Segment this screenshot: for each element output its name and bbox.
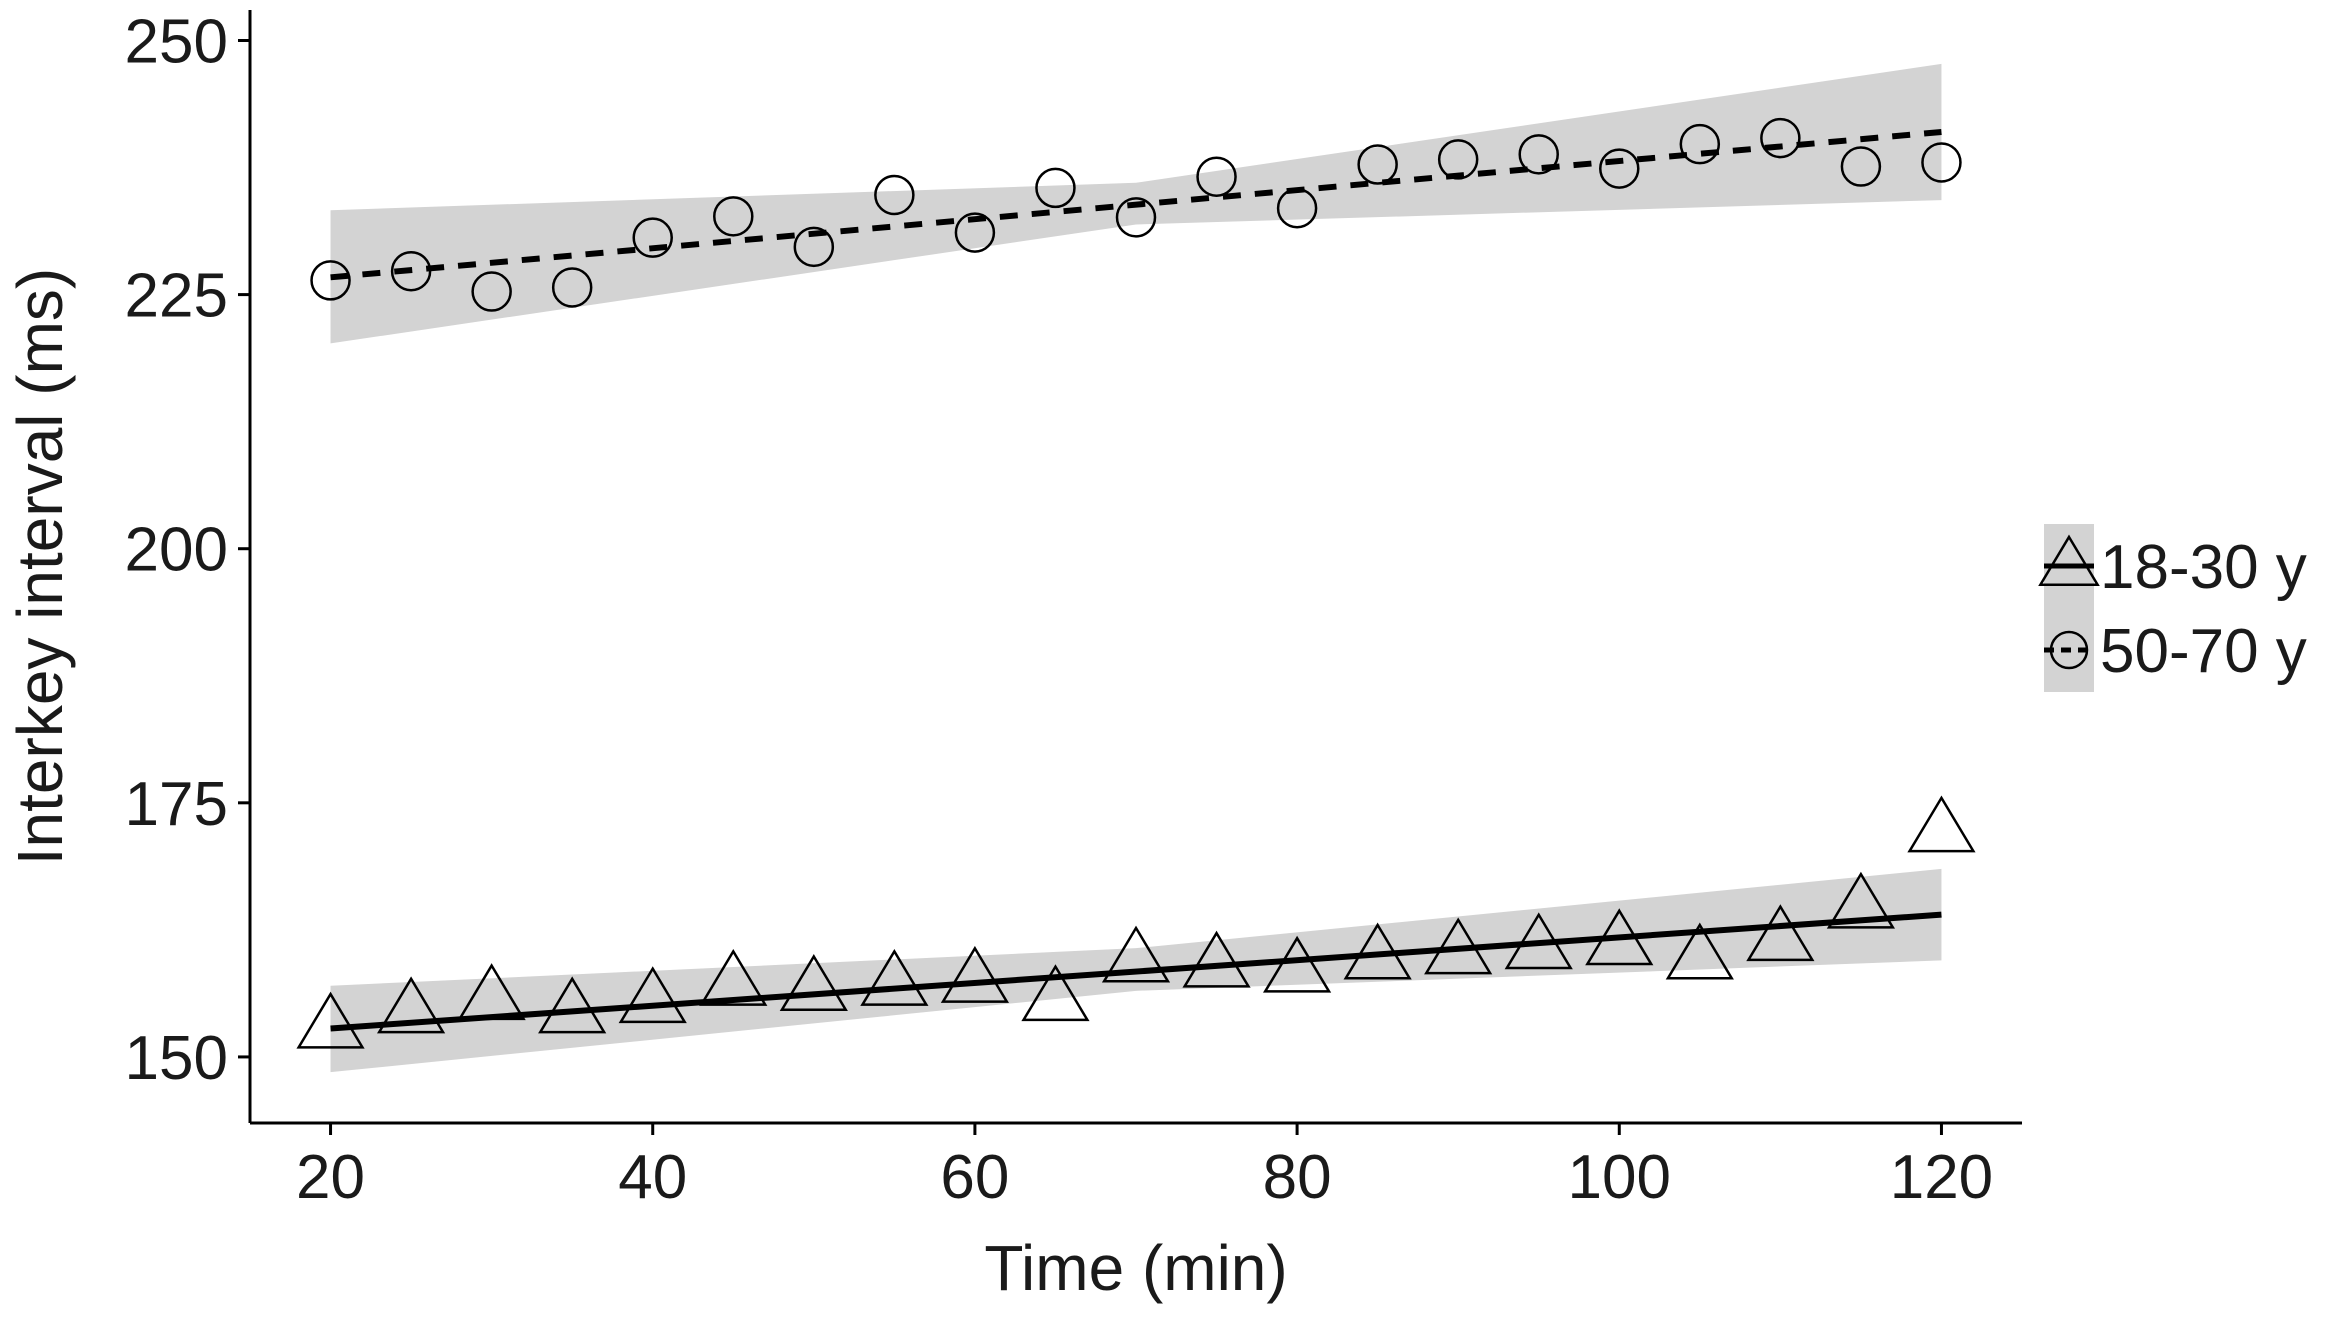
y-tick-label: 200 [125,516,228,585]
x-tick-label: 60 [940,1143,1009,1212]
point-series-2 [1035,167,1076,209]
fit-line-series-2 [330,128,1942,281]
point-series-2 [1196,156,1237,197]
legend-label: 50-70 y [2100,617,2307,686]
point-series-1 [779,954,848,1011]
point-series-2 [471,271,512,312]
point-series-1 [1343,922,1412,980]
legend: 18-30 y 50-70 y [2038,524,2307,692]
point-series-1 [538,976,607,1034]
point-series-1 [1262,935,1332,993]
point-series-2 [1679,123,1721,165]
y-tick-label: 225 [125,262,228,331]
axes: 150 175 200 225 250 20 40 60 80 100 120 [125,7,2022,1212]
point-series-2 [1760,117,1801,159]
point-series-2 [1437,139,1479,180]
point-series-1 [1665,922,1734,980]
point-series-2 [1276,187,1318,229]
x-tick-label: 40 [618,1143,687,1212]
point-series-1 [1424,917,1493,975]
x-tick-label: 120 [1890,1143,1993,1212]
point-series-1 [860,948,929,1006]
point-series-1 [1585,908,1654,966]
point-series-1 [296,991,365,1049]
data-points [296,117,1976,1049]
point-series-2 [310,260,351,301]
point-series-1 [1504,912,1573,970]
point-series-2 [793,226,835,268]
legend-label: 18-30 y [2100,533,2307,602]
confidence-ribbons [330,63,1942,1073]
point-series-1 [1101,925,1171,983]
y-axis-title: Interkey interval (ms) [4,268,76,865]
x-axis-title: Time (min) [984,1232,1287,1304]
point-series-1 [1182,930,1251,988]
point-series-2 [1357,144,1398,185]
point-series-2 [551,267,593,308]
point-series-1 [940,945,1010,1003]
point-series-1 [1907,795,1976,853]
y-tick-label: 150 [125,1024,228,1093]
regression-lines [330,128,1942,1032]
point-series-2 [1599,148,1640,189]
point-series-2 [954,212,996,253]
point-series-1 [1826,871,1896,929]
point-series-2 [713,196,754,237]
point-series-1 [1021,964,1090,1022]
point-series-2 [1921,142,1962,183]
point-series-2 [874,174,915,216]
point-series-1 [376,976,446,1034]
x-tick-label: 100 [1568,1143,1671,1212]
point-series-1 [699,948,768,1006]
fit-line-series-1 [330,911,1942,1032]
x-tick-label: 80 [1263,1143,1332,1212]
point-series-2 [1115,197,1157,238]
legend-circle-icon [2049,630,2089,670]
y-tick-label: 175 [125,770,228,839]
point-series-1 [457,963,526,1021]
point-series-2 [1518,134,1559,175]
point-series-2 [1840,146,1882,187]
point-series-2 [632,217,673,258]
point-series-2 [390,250,432,292]
point-series-1 [1746,904,1815,962]
x-tick-label: 20 [296,1143,365,1212]
legend-triangle-icon [2038,534,2100,586]
y-tick-label: 250 [125,7,228,76]
point-series-1 [618,966,687,1024]
